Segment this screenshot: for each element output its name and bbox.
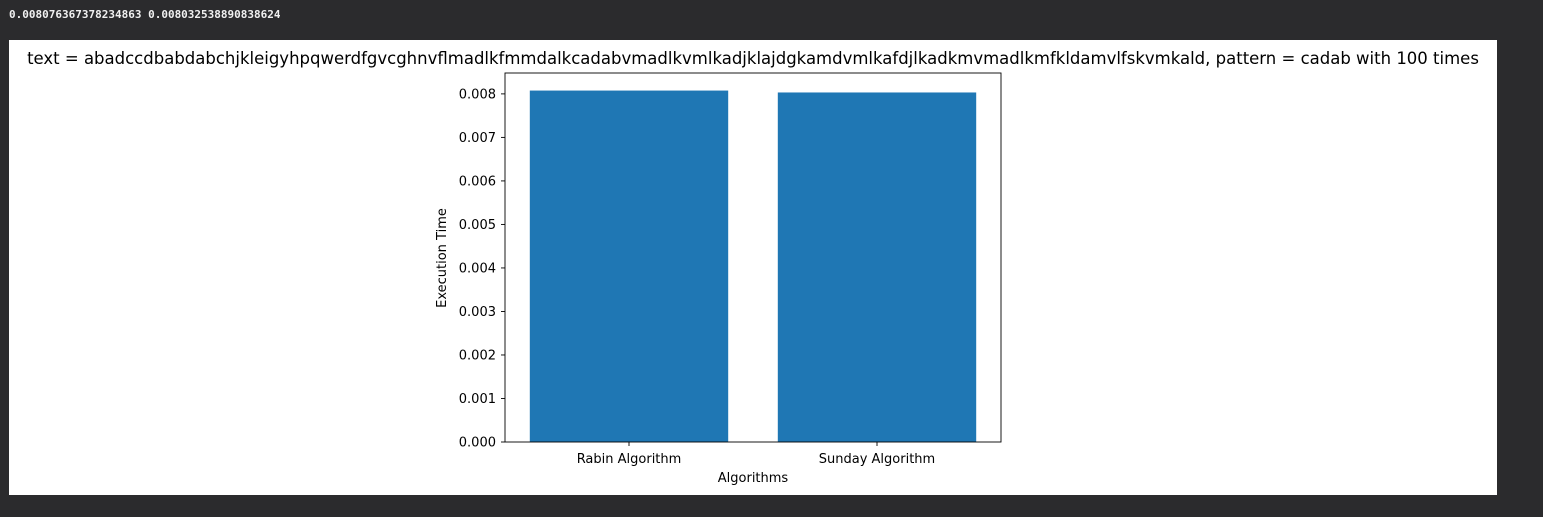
y-tick-label: 0.008	[459, 87, 496, 102]
chart-figure: text = abadccdbabdabchjkleigyhpqwerdfgvc…	[9, 40, 1497, 495]
x-axis-label: Algorithms	[718, 471, 789, 486]
y-tick-label: 0.006	[459, 174, 496, 189]
y-tick-label: 0.000	[459, 436, 496, 451]
y-tick-label: 0.003	[459, 305, 496, 320]
plot-frame	[504, 72, 1002, 443]
y-tick-label: 0.005	[459, 218, 496, 233]
y-tick-label: 0.002	[459, 348, 496, 363]
y-tick-label: 0.001	[459, 392, 496, 407]
y-tick-label: 0.007	[459, 131, 496, 146]
x-tick-label: Rabin Algorithm	[577, 452, 682, 467]
x-tick-label: Sunday Algorithm	[819, 452, 935, 467]
y-tick-label: 0.004	[459, 261, 496, 276]
bar-sunday-algorithm	[777, 92, 977, 442]
y-axis-label: Execution Time	[435, 208, 450, 308]
chart-title: text = abadccdbabdabchjkleigyhpqwerdfgvc…	[27, 49, 1479, 68]
bar-rabin-algorithm	[529, 90, 729, 442]
stdout-output: 0.008076367378234863 0.00803253889083862…	[9, 8, 281, 21]
plot-area: Rabin Algorithm Sunday Algorithm 0.000 0.00…	[459, 72, 1002, 467]
bar-chart: text = abadccdbabdabchjkleigyhpqwerdfgvc…	[27, 49, 1479, 486]
